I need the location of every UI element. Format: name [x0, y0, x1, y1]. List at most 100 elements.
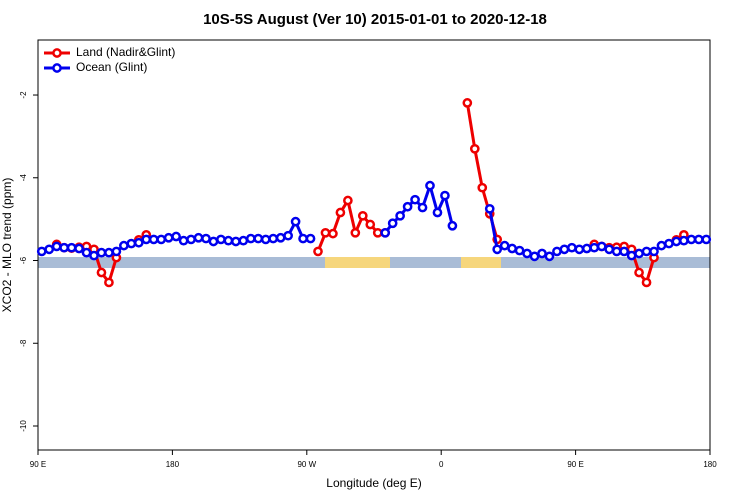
point — [693, 234, 704, 245]
point — [51, 241, 62, 252]
point — [559, 244, 570, 255]
legend-item: Land (Nadir&Glint) — [44, 45, 175, 59]
point — [372, 227, 383, 238]
point — [387, 218, 398, 229]
x-tick-label: 90 E — [30, 460, 46, 469]
land-strip — [461, 257, 501, 268]
y-tick-label: -2 — [19, 91, 28, 99]
x-tick-label: 90 E — [567, 460, 583, 469]
point — [402, 201, 413, 212]
point — [499, 240, 510, 251]
point — [425, 180, 435, 191]
land-strip — [325, 257, 390, 268]
point — [223, 235, 234, 246]
y-tick-label: -4 — [19, 174, 28, 182]
point — [126, 238, 137, 249]
legend-marker — [52, 48, 62, 58]
point — [380, 227, 391, 238]
y-axis-label: XCO2 - MLO trend (ppm) — [0, 178, 14, 313]
point — [59, 242, 69, 253]
point — [581, 243, 592, 254]
point — [335, 207, 346, 218]
point — [111, 246, 122, 257]
point — [260, 234, 271, 245]
point — [529, 251, 540, 262]
point — [89, 250, 99, 261]
point — [484, 203, 495, 214]
point — [119, 240, 129, 251]
point — [469, 143, 480, 154]
point — [163, 232, 174, 243]
point — [634, 248, 644, 259]
x-tick-label: 0 — [439, 460, 444, 469]
point — [522, 248, 532, 259]
point — [133, 237, 144, 248]
point — [417, 202, 428, 213]
point — [634, 267, 644, 278]
point — [171, 231, 181, 242]
point — [350, 227, 361, 238]
legend-label: Land (Nadir&Glint) — [76, 45, 175, 59]
point — [596, 241, 607, 252]
x-axis-label: Longitude (deg E) — [326, 476, 421, 490]
point — [395, 210, 405, 221]
point — [686, 234, 697, 245]
point — [44, 244, 55, 255]
point — [410, 194, 420, 205]
plot-frame — [37, 39, 711, 451]
legend-marker — [52, 63, 62, 73]
point — [544, 251, 555, 262]
point — [186, 234, 196, 245]
point — [447, 220, 458, 231]
legend-item: Ocean (Glint) — [44, 60, 147, 74]
y-tick-label: -6 — [19, 256, 28, 264]
point — [216, 234, 226, 245]
point — [313, 246, 323, 257]
point — [290, 216, 301, 227]
point — [514, 245, 525, 256]
x-tick-label: 180 — [166, 460, 180, 469]
series-line — [56, 102, 685, 286]
point — [74, 243, 84, 254]
point — [589, 242, 600, 253]
surface-strip — [38, 257, 710, 268]
point — [275, 232, 286, 243]
point — [432, 207, 443, 218]
point — [679, 235, 689, 246]
point — [328, 228, 338, 239]
point — [552, 246, 562, 257]
x-tick-label: 180 — [703, 460, 717, 469]
point — [178, 235, 189, 246]
point — [477, 182, 488, 193]
point — [537, 248, 547, 259]
y-tick-label: -8 — [19, 339, 28, 347]
point — [440, 190, 450, 201]
point — [619, 246, 629, 257]
point — [664, 238, 674, 249]
point — [141, 234, 152, 245]
point — [193, 232, 204, 243]
point — [201, 233, 211, 244]
point — [701, 234, 712, 245]
point — [567, 242, 577, 253]
point — [343, 195, 353, 206]
point — [245, 233, 256, 244]
y-tick-label: -10 — [19, 420, 28, 432]
point — [148, 234, 159, 245]
point — [649, 246, 659, 257]
point — [96, 267, 107, 278]
series — [36, 180, 712, 262]
point — [320, 227, 331, 238]
point — [671, 236, 682, 247]
point — [604, 244, 615, 255]
chart-title: 10S-5S August (Ver 10) 2015-01-01 to 202… — [203, 11, 547, 28]
point — [462, 98, 473, 108]
point — [104, 247, 114, 258]
point — [81, 247, 92, 258]
point — [574, 244, 585, 255]
point — [626, 250, 637, 261]
point — [305, 233, 316, 244]
point — [208, 236, 219, 247]
x-tick-label: 90 W — [297, 460, 316, 469]
